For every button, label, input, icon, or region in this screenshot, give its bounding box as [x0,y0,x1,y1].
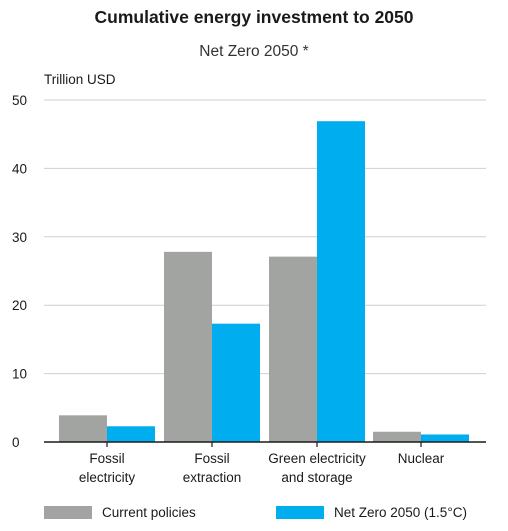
legend-label-net-zero: Net Zero 2050 (1.5°C) [334,505,467,520]
y-tick-label: 10 [12,367,27,382]
legend-item-current-policies: Current policies [44,505,196,520]
x-tick-label: Green electricity [268,451,366,466]
legend-label-current-policies: Current policies [102,505,196,520]
chart-subtitle: Net Zero 2050 * [199,43,309,60]
x-tick-label: extraction [183,470,242,485]
y-tick-label: 40 [12,161,27,176]
y-tick-label: 30 [12,230,27,245]
y-axis-label: Trillion USD [44,72,116,87]
bar-current-policies [269,256,317,442]
x-tick-label: Fossil [89,451,124,466]
x-tick-label: and storage [281,470,352,485]
bar-current-policies [59,415,107,442]
x-tick-label: Nuclear [398,451,445,466]
bar-net-zero [317,121,365,442]
y-tick-label: 50 [12,93,27,108]
legend-swatch-net-zero [276,506,324,519]
legend-item-net-zero: Net Zero 2050 (1.5°C) [276,505,467,520]
bar-net-zero [107,426,155,442]
bar-current-policies [373,431,421,442]
legend-swatch-current-policies [44,506,92,519]
chart-title: Cumulative energy investment to 2050 [94,7,414,27]
bar-net-zero [212,323,260,442]
x-tick-label: electricity [79,470,136,485]
bar-net-zero [421,434,469,442]
x-tick-label: Fossil [194,451,229,466]
bar-chart: 0 10 20 30 40 50 Fossil electricity Fossil extrac… [12,93,486,485]
y-tick-label: 0 [12,435,20,450]
y-tick-label: 20 [12,298,27,313]
bar-current-policies [164,251,212,442]
